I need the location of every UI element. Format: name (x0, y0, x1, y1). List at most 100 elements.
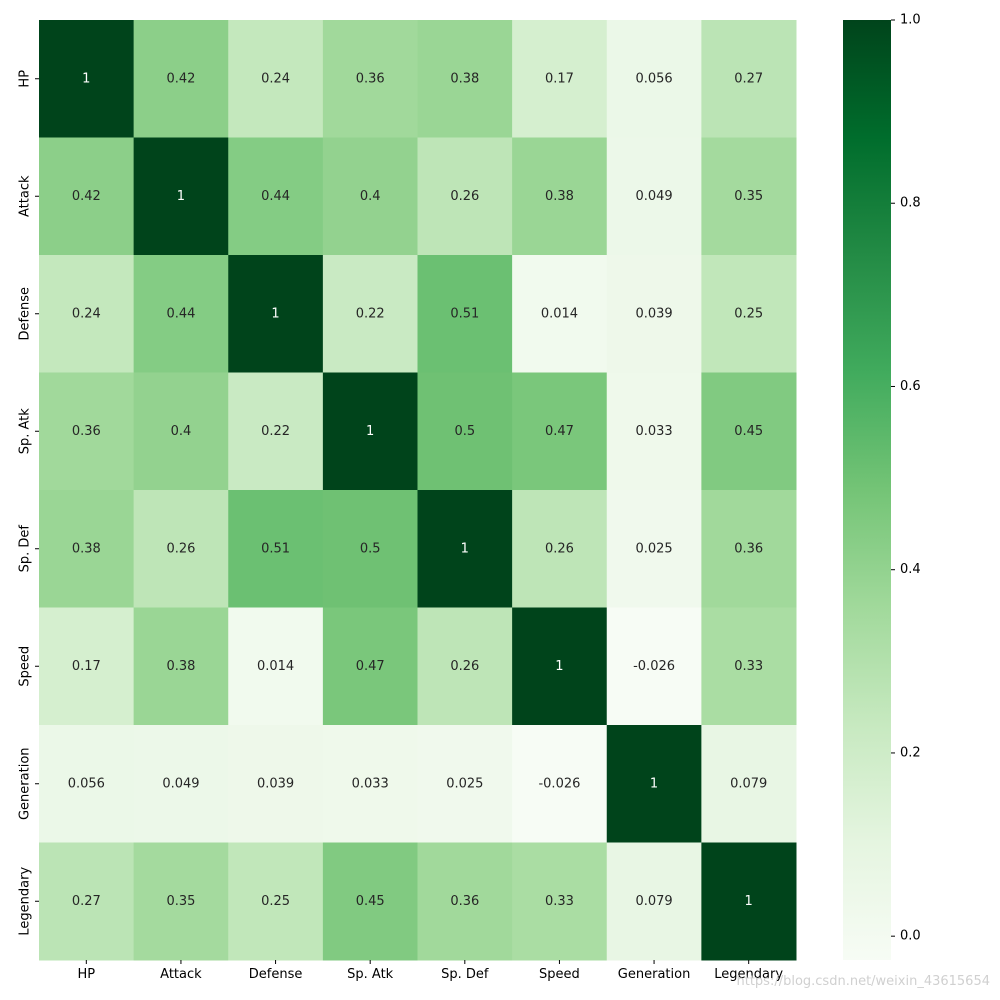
cell-value-label: 1 (177, 189, 185, 204)
colorbar-tick-label: 0.8 (900, 196, 921, 211)
x-tick-label: Legendary (714, 967, 783, 982)
heatmap-cell (512, 255, 608, 373)
heatmap-cell (512, 607, 608, 726)
cell-value-label: 0.079 (730, 776, 767, 791)
heatmap-cell (322, 137, 418, 256)
colorbar-tick-label: 0.2 (900, 745, 921, 760)
cell-value-label: 0.26 (450, 659, 479, 674)
heatmap-cell (133, 607, 229, 726)
heatmap-cell (322, 255, 418, 373)
heatmap-cell (701, 20, 797, 138)
heatmap-cell (701, 255, 797, 373)
y-tick-label: Speed (18, 646, 33, 687)
y-tick-label: Attack (18, 175, 33, 217)
cell-value-label: 0.45 (356, 894, 385, 909)
cell-value-label: 0.056 (68, 776, 105, 791)
heatmap-cell (701, 607, 797, 726)
colorbar-tick-label: 0.6 (900, 379, 921, 394)
cell-value-label: 1 (745, 894, 753, 909)
heatmap-cell (417, 372, 513, 491)
heatmap-cell (228, 137, 324, 256)
cell-value-label: 0.47 (356, 659, 385, 674)
x-tick-label: Sp. Def (441, 967, 489, 982)
y-tick-label: Sp. Def (18, 525, 33, 573)
cell-value-label: 0.44 (166, 306, 195, 321)
y-tick-label: Legendary (18, 867, 33, 936)
heatmap-cell (39, 20, 135, 138)
y-tick-label: Generation (18, 747, 33, 820)
cell-value-label: 0.42 (72, 189, 101, 204)
heatmap-cell (133, 372, 229, 491)
cell-value-label: 0.26 (450, 189, 479, 204)
cell-value-label: 0.039 (635, 306, 672, 321)
cell-value-label: 0.049 (162, 776, 199, 791)
heatmap-cell (701, 372, 797, 491)
cell-value-label: 1 (271, 306, 279, 321)
cell-value-label: 1 (366, 424, 374, 439)
colorbar: 0.0 0.2 0.4 0.6 0.8 1.0 (843, 13, 921, 960)
heatmap-cell (417, 490, 513, 608)
colorbar-gradient (843, 20, 891, 960)
heatmap-cell (39, 842, 135, 961)
heatmap-cells (39, 20, 797, 961)
x-axis-ticks: HP Attack Defense Sp. Atk Sp. Def Speed Genera… (78, 960, 783, 982)
cell-value-label: 0.51 (450, 306, 479, 321)
cell-value-label: 0.51 (261, 541, 290, 556)
x-tick-label: HP (78, 967, 96, 982)
heatmap-cell (417, 20, 513, 138)
cell-annotations: 1 0.42 0.24 0.36 0.38 0.17 0.056 0.27 0.42 1 0.44 0… (68, 71, 768, 909)
x-tick-label: Attack (160, 967, 202, 982)
heatmap-cell (512, 490, 608, 608)
heatmap-cell (133, 842, 229, 961)
cell-value-label: 0.17 (545, 71, 574, 86)
heatmap-cell (322, 490, 418, 608)
heatmap-cell (512, 842, 608, 961)
colorbar-tick-label: 1.0 (900, 13, 921, 28)
watermark-text: https://blog.csdn.net/weixin_43615654 (736, 974, 990, 989)
cell-value-label: 0.27 (72, 894, 101, 909)
heatmap-cell (512, 725, 608, 843)
heatmap-cell (417, 607, 513, 726)
colorbar-tick-label: 0.0 (900, 929, 921, 944)
cell-value-label: 0.42 (166, 71, 195, 86)
heatmap-cell (512, 20, 608, 138)
cell-value-label: 0.5 (454, 424, 475, 439)
cell-value-label: 0.33 (545, 894, 574, 909)
heatmap-cell (606, 255, 702, 373)
cell-value-label: 0.35 (734, 189, 763, 204)
cell-value-label: 0.45 (734, 424, 763, 439)
cell-value-label: 0.033 (352, 776, 389, 791)
cell-value-label: 0.44 (261, 189, 290, 204)
heatmap-cell (701, 137, 797, 256)
cell-value-label: 0.014 (257, 659, 294, 674)
cell-value-label: 0.4 (171, 424, 192, 439)
heatmap-cell (322, 725, 418, 843)
heatmap-cell (228, 255, 324, 373)
heatmap-cell (606, 490, 702, 608)
heatmap-cell (133, 255, 229, 373)
y-tick-label: Sp. Atk (18, 408, 33, 455)
colorbar-tick-label: 0.4 (900, 562, 921, 577)
cell-value-label: 0.079 (635, 894, 672, 909)
cell-value-label: 1 (82, 71, 90, 86)
cell-value-label: 0.36 (734, 541, 763, 556)
cell-value-label: 0.27 (734, 71, 763, 86)
heatmap-cell (322, 607, 418, 726)
heatmap-cell (39, 137, 135, 256)
heatmap-cell (512, 137, 608, 256)
cell-value-label: 1 (461, 541, 469, 556)
heatmap-cell (512, 372, 608, 491)
cell-value-label: 0.039 (257, 776, 294, 791)
cell-value-label: 0.26 (545, 541, 574, 556)
cell-value-label: 0.47 (545, 424, 574, 439)
heatmap-cell (606, 607, 702, 726)
cell-value-label: 0.38 (545, 189, 574, 204)
cell-value-label: 1 (555, 659, 563, 674)
heatmap-cell (417, 255, 513, 373)
heatmap-cell (228, 725, 324, 843)
cell-value-label: 0.025 (446, 776, 483, 791)
heatmap-cell (39, 490, 135, 608)
cell-value-label: 0.056 (635, 71, 672, 86)
